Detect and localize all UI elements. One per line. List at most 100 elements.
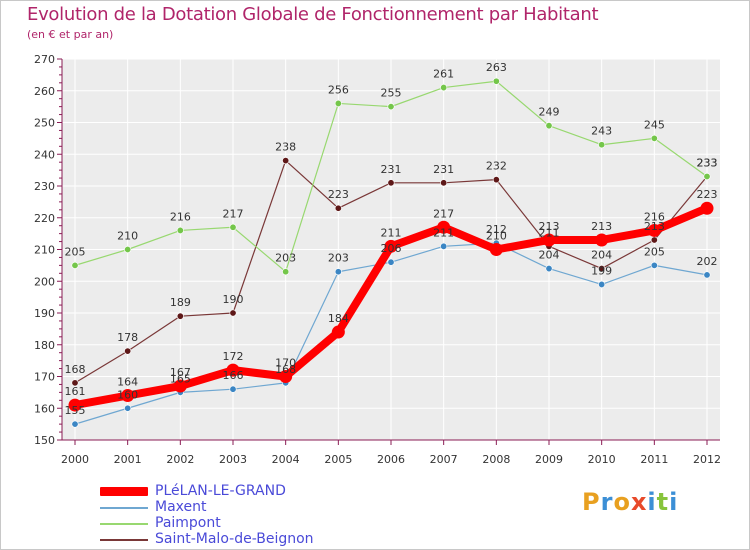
- data-label: 203: [275, 252, 296, 265]
- data-label: 204: [539, 249, 560, 262]
- data-point: [647, 223, 661, 237]
- data-point: [437, 220, 451, 234]
- data-labels: 168 178 189 190 238 223 231 231 232 211 204 213 233 2…: [65, 61, 718, 417]
- logo-letter: i: [669, 488, 679, 516]
- axes: [57, 58, 720, 445]
- data-label: 168: [275, 363, 296, 376]
- data-label: 217: [223, 207, 244, 220]
- data-point: [229, 385, 237, 393]
- x-tick-label: 2000: [61, 453, 89, 466]
- chart-subtitle: (en € et par an): [27, 28, 114, 41]
- data-point: [440, 242, 448, 250]
- data-point: [229, 223, 237, 231]
- data-point: [650, 134, 658, 142]
- data-point: [334, 99, 342, 107]
- data-point: [650, 236, 658, 244]
- data-point: [384, 239, 398, 253]
- data-point: [279, 370, 293, 383]
- data-label: 203: [328, 252, 349, 265]
- data-point: [703, 271, 711, 279]
- y-tick-label: 190: [34, 307, 55, 320]
- data-point: [650, 261, 658, 269]
- data-label: 223: [697, 188, 718, 201]
- data-point: [440, 179, 448, 187]
- data-point: [598, 265, 606, 273]
- data-point: [489, 243, 503, 256]
- logo-letter: t: [656, 488, 670, 516]
- data-label: 233: [697, 156, 718, 169]
- data-point: [598, 280, 606, 288]
- proxiti-logo: Proxiti: [582, 488, 678, 516]
- data-label: 206: [381, 242, 402, 255]
- data-label: 231: [433, 163, 454, 176]
- data-point: [542, 233, 556, 247]
- data-point: [545, 265, 553, 273]
- data-label: 205: [644, 245, 665, 258]
- x-tick-label: 2006: [377, 453, 405, 466]
- data-label: 245: [644, 118, 665, 131]
- data-label: 210: [117, 230, 138, 243]
- data-point: [387, 258, 395, 266]
- x-tick-label: 2004: [272, 453, 300, 466]
- data-label: 243: [591, 125, 612, 138]
- y-tick-label: 270: [34, 53, 55, 66]
- x-tick-label: 2008: [482, 453, 510, 466]
- series-layer: [68, 77, 714, 428]
- y-tick-label: 230: [34, 180, 55, 193]
- data-label: 155: [65, 404, 86, 417]
- data-label: 256: [328, 83, 349, 96]
- data-label: 166: [223, 369, 244, 382]
- x-tick-label: 2010: [588, 453, 616, 466]
- data-label: 164: [117, 376, 138, 389]
- legend-swatch-paimpont: [100, 523, 148, 525]
- data-label: 232: [486, 160, 507, 173]
- data-label: 165: [170, 372, 191, 385]
- data-label: 211: [381, 226, 402, 239]
- x-axis-ticks: 2000 2001 2002 2003 2004 2005 2006 2007 2008 2009…: [61, 453, 721, 466]
- data-label: 212: [486, 223, 507, 236]
- data-point: [173, 379, 187, 393]
- data-label: 178: [117, 331, 138, 344]
- x-tick-label: 2002: [166, 453, 194, 466]
- data-label: 160: [117, 388, 138, 401]
- y-tick-label: 150: [34, 434, 55, 447]
- logo-letter: i: [647, 488, 657, 516]
- data-point: [331, 325, 345, 339]
- y-tick-label: 210: [34, 244, 55, 257]
- y-tick-label: 170: [34, 371, 55, 384]
- data-label: 216: [170, 210, 191, 223]
- y-tick-label: 250: [34, 117, 55, 130]
- logo-letter: r: [600, 488, 614, 516]
- data-point: [700, 201, 714, 215]
- data-point: [545, 122, 553, 130]
- data-point: [282, 268, 290, 276]
- legend-label-plelan: PLéLAN-LE-GRAND: [155, 483, 286, 499]
- legend-swatch-plelan: [100, 487, 148, 496]
- data-label: 199: [591, 264, 612, 277]
- data-label: 255: [381, 87, 402, 100]
- x-tick-label: 2011: [640, 453, 668, 466]
- chart-title: Evolution de la Dotation Globale de Fonc…: [27, 4, 599, 25]
- data-point: [124, 347, 132, 355]
- data-point: [703, 172, 711, 180]
- data-label: 261: [433, 68, 454, 81]
- data-label: 168: [65, 363, 86, 376]
- x-tick-label: 2009: [535, 453, 563, 466]
- y-tick-label: 180: [34, 339, 55, 352]
- data-point: [71, 261, 79, 269]
- data-label: 204: [591, 249, 612, 262]
- y-tick-label: 260: [34, 85, 55, 98]
- logo-letter: o: [613, 488, 631, 516]
- data-label: 202: [697, 255, 718, 268]
- y-tick-label: 160: [34, 402, 55, 415]
- y-tick-label: 200: [34, 275, 55, 288]
- data-label: 249: [539, 106, 560, 119]
- data-label: 213: [539, 220, 560, 233]
- data-label: 184: [328, 312, 349, 325]
- y-tick-label: 240: [34, 148, 55, 161]
- data-point: [176, 312, 184, 320]
- legend-label-paimpont: Paimpont: [155, 515, 221, 531]
- data-label: 211: [539, 226, 560, 239]
- data-point: [68, 398, 82, 412]
